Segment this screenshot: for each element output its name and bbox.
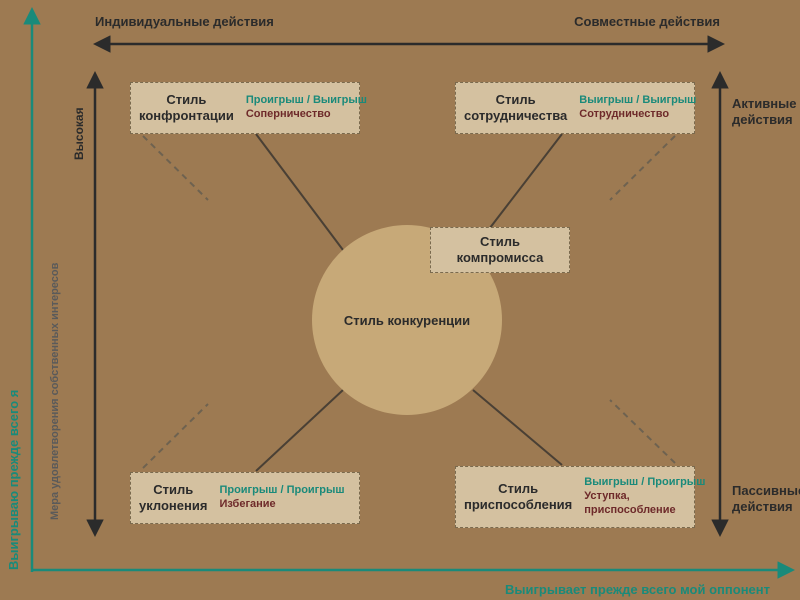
quadrant-avoidance: Стильуклонения Проигрыш / ПроигрышИзбега… bbox=[130, 472, 360, 524]
quadrant-accommodation: Стильприспособления Выигрыш / ПроигрышУс… bbox=[455, 466, 695, 528]
compromise-box: Стилькомпромисса bbox=[430, 227, 570, 273]
top-right-axis-label: Совместные действия bbox=[574, 14, 720, 29]
top-left-axis-label: Индивидуальные действия bbox=[95, 14, 274, 29]
outer-x-axis-label: Выигрывает прежде всего мой оппонент bbox=[505, 582, 770, 597]
quadrant-cooperation: Стильсотрудничества Выигрыш / ВыигрышСот… bbox=[455, 82, 695, 134]
scale-high-label: Высокая bbox=[72, 80, 86, 160]
right-active-label: Активныедействия bbox=[732, 96, 796, 127]
right-passive-label: Пассивныедействия bbox=[732, 483, 800, 514]
quadrant-confrontation: Стильконфронтации Проигрыш / ВыигрышСопе… bbox=[130, 82, 360, 134]
inner-y-axis-label: Мера удовлетворения собственных интересо… bbox=[49, 120, 61, 520]
outer-y-axis-label: Выигрываю прежде всего я bbox=[6, 60, 21, 570]
